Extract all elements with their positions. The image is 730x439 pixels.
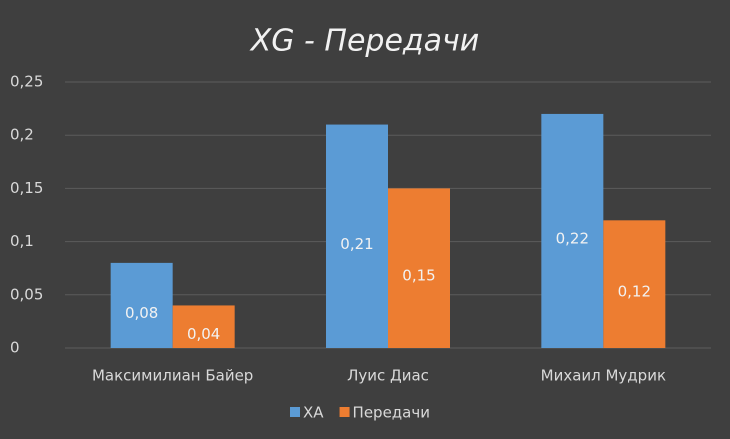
data-label: 0,04 [187, 325, 220, 343]
bar [603, 220, 666, 348]
data-label: 0,15 [402, 267, 435, 285]
bar [110, 262, 173, 348]
bar [541, 113, 604, 348]
bar [388, 188, 450, 348]
y-tick-label: 0,2 [10, 126, 34, 144]
y-tick-label: 0,1 [10, 232, 34, 250]
data-label: 0,08 [125, 304, 158, 322]
x-tick-label: Максимилиан Байер [92, 367, 253, 385]
chart-title: XG - Передачи [249, 24, 480, 59]
bar [172, 305, 235, 348]
y-tick-label: 0 [10, 339, 20, 357]
y-tick-label: 0,15 [10, 179, 43, 197]
y-tick-label: 0,25 [10, 73, 43, 91]
legend-swatch [339, 407, 350, 417]
data-label: 0,22 [556, 229, 589, 247]
x-tick-label: Михаил Мудрик [541, 367, 666, 385]
bar [326, 124, 388, 348]
legend-swatch [290, 407, 300, 417]
x-tick-label: Луис Диас [347, 367, 429, 385]
y-tick-label: 0,05 [10, 285, 43, 303]
legend-label: XA [303, 404, 324, 422]
data-label: 0,21 [340, 235, 373, 253]
legend-label: Передачи [353, 404, 430, 422]
data-label: 0,12 [618, 283, 651, 301]
